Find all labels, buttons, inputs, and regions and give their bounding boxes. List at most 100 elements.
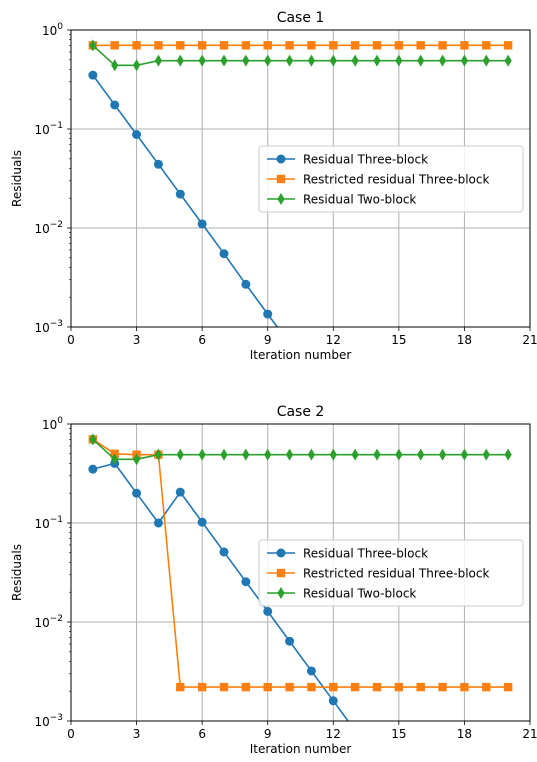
data-point xyxy=(241,41,251,50)
data-point xyxy=(503,41,513,50)
data-point xyxy=(329,682,338,692)
x-tick-label: 3 xyxy=(133,727,141,741)
data-point xyxy=(438,448,447,461)
x-tick-label: 15 xyxy=(391,333,406,347)
data-point xyxy=(373,54,381,67)
y-tick-label: 10−1 xyxy=(34,121,63,137)
y-tick-label: 100 xyxy=(42,416,63,432)
chart-title: Case 2 xyxy=(277,404,325,420)
x-tick-label: 0 xyxy=(67,727,75,741)
data-point xyxy=(263,309,273,319)
legend: Residual Three-block Restricted residual … xyxy=(258,539,524,607)
data-point xyxy=(153,159,163,169)
data-point xyxy=(394,682,404,692)
y-tick-label: 10−3 xyxy=(34,319,63,335)
data-point xyxy=(110,41,119,50)
data-point xyxy=(329,41,338,50)
data-point xyxy=(395,448,403,461)
series-circle xyxy=(88,458,350,721)
data-point xyxy=(351,448,359,461)
data-point xyxy=(460,682,469,692)
series-line xyxy=(92,438,509,461)
y-axis-label: Residuals xyxy=(10,150,24,207)
data-point xyxy=(154,41,163,50)
legend: Residual Three-block Restricted residual … xyxy=(258,145,524,213)
data-point xyxy=(285,448,294,461)
data-point xyxy=(504,54,512,67)
series-circle xyxy=(88,70,294,348)
x-tick-label: 12 xyxy=(326,333,341,347)
data-point xyxy=(394,41,404,50)
x-tick-label: 0 xyxy=(67,333,75,347)
y-tick-label: 10−2 xyxy=(34,220,63,236)
data-point xyxy=(198,54,206,67)
y-axis-label: Residuals xyxy=(10,544,24,601)
data-point xyxy=(438,682,447,692)
series-square xyxy=(88,435,513,692)
data-point xyxy=(329,54,337,67)
data-point xyxy=(263,682,272,692)
data-point xyxy=(176,54,184,67)
data-point xyxy=(111,59,119,72)
legend-box xyxy=(258,145,524,213)
chart-title: Case 1 xyxy=(277,10,325,26)
data-point xyxy=(241,577,251,587)
data-point xyxy=(264,54,272,67)
data-point xyxy=(132,488,142,498)
data-point xyxy=(503,682,513,692)
x-tick-label: 9 xyxy=(264,333,272,347)
x-axis-label: Iteration number xyxy=(250,348,352,362)
data-point xyxy=(482,448,490,461)
data-point xyxy=(110,100,120,110)
data-point xyxy=(285,636,295,646)
data-point xyxy=(197,41,207,50)
data-point xyxy=(132,59,141,72)
series-diamond xyxy=(89,39,512,72)
legend-marker xyxy=(277,587,285,599)
data-point xyxy=(285,54,294,67)
data-point xyxy=(307,682,316,692)
legend-label: Residual Three-block xyxy=(303,153,428,167)
data-point xyxy=(482,41,491,50)
x-tick-label: 21 xyxy=(522,727,537,741)
x-tick-label: 6 xyxy=(198,333,206,347)
data-point xyxy=(504,448,512,461)
data-point xyxy=(132,41,141,50)
data-point xyxy=(242,448,250,461)
data-point xyxy=(306,666,316,676)
x-tick-label: 18 xyxy=(457,727,472,741)
legend-label: Residual Three-block xyxy=(303,547,428,561)
data-point xyxy=(460,41,469,50)
data-point xyxy=(197,682,207,692)
legend-label: Restricted residual Three-block xyxy=(303,173,489,187)
data-point xyxy=(417,54,425,67)
data-point xyxy=(175,487,185,497)
data-point xyxy=(307,448,316,461)
data-point xyxy=(307,54,316,67)
y-tick-label: 100 xyxy=(42,22,63,38)
data-point xyxy=(328,696,338,706)
data-point xyxy=(307,41,316,50)
data-point xyxy=(219,547,229,557)
x-tick-label: 3 xyxy=(133,333,141,347)
legend-marker xyxy=(277,193,285,205)
data-point xyxy=(176,41,185,50)
data-point xyxy=(351,54,359,67)
data-point xyxy=(263,606,273,616)
y-tick-label: 10−2 xyxy=(34,614,63,630)
legend-box xyxy=(258,539,524,607)
data-point xyxy=(220,54,228,67)
data-point xyxy=(285,339,294,348)
data-point xyxy=(197,517,207,527)
data-point xyxy=(154,54,163,67)
legend-label: Restricted residual Three-block xyxy=(303,567,489,581)
y-tick-label: 10−1 xyxy=(34,515,63,531)
data-point xyxy=(176,448,184,461)
data-point xyxy=(154,448,163,461)
data-point xyxy=(88,464,98,474)
data-point xyxy=(350,682,360,692)
x-axis-label: Iteration number xyxy=(250,742,352,756)
series-line xyxy=(92,44,509,67)
data-point xyxy=(176,682,185,692)
